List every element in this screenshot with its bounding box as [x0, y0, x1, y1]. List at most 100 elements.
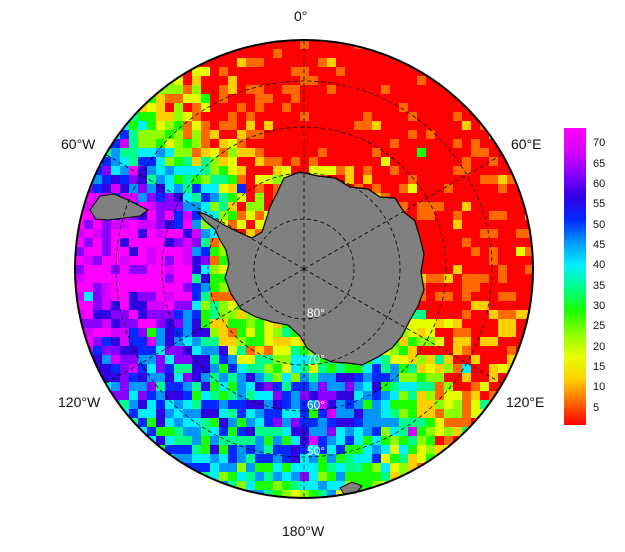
heatmap-cell	[246, 427, 256, 437]
heatmap-cell	[192, 328, 202, 338]
heatmap-cell	[156, 418, 166, 428]
heatmap-cell	[174, 175, 184, 185]
heatmap-cell	[228, 373, 238, 383]
heatmap-cell	[300, 139, 310, 149]
heatmap-cell	[174, 256, 184, 266]
heatmap-cell	[354, 382, 364, 392]
heatmap-cell	[435, 373, 445, 383]
heatmap-cell	[201, 166, 211, 176]
heatmap-cell	[318, 112, 328, 122]
heatmap-cell	[147, 238, 157, 248]
heatmap-cell	[381, 418, 391, 428]
heatmap-cell	[102, 301, 112, 311]
heatmap-cell	[291, 436, 301, 446]
heatmap-cell	[156, 364, 166, 374]
heatmap-cell	[462, 409, 472, 419]
heatmap-cell	[282, 157, 292, 167]
heatmap-cell	[471, 175, 481, 185]
heatmap-cell	[192, 148, 202, 158]
heatmap-cell	[228, 166, 238, 176]
heatmap-cell	[210, 481, 220, 491]
heatmap-cell	[363, 130, 373, 140]
heatmap-cell	[489, 301, 499, 311]
heatmap-cell	[435, 436, 445, 446]
heatmap-cell	[480, 157, 490, 167]
heatmap-cell	[336, 85, 346, 95]
heatmap-cell	[300, 103, 310, 113]
heatmap-cell	[363, 409, 373, 419]
heatmap-cell	[453, 400, 463, 410]
heatmap-cell	[516, 283, 526, 293]
heatmap-cell	[282, 445, 292, 455]
heatmap-cell	[75, 238, 85, 248]
heatmap-cell	[192, 130, 202, 140]
heatmap-cell	[426, 112, 436, 122]
heatmap-cell	[192, 157, 202, 167]
heatmap-cell	[192, 76, 202, 86]
heatmap-cell	[129, 382, 139, 392]
heatmap-cell	[111, 274, 121, 284]
heatmap-cell	[390, 445, 400, 455]
heatmap-cell	[309, 463, 319, 473]
heatmap-cell	[345, 472, 355, 482]
heatmap-cell	[210, 130, 220, 140]
heatmap-cell	[255, 130, 265, 140]
heatmap-cell	[129, 364, 139, 374]
heatmap-cell	[327, 85, 337, 95]
heatmap-cell	[507, 337, 517, 347]
heatmap-cell	[129, 220, 139, 230]
heatmap-cell	[219, 76, 229, 86]
heatmap-cell	[192, 454, 202, 464]
heatmap-cell	[165, 229, 175, 239]
heatmap-cell	[354, 130, 364, 140]
heatmap-cell	[318, 472, 328, 482]
heatmap-cell	[480, 166, 490, 176]
heatmap-cell	[282, 463, 292, 473]
heatmap-cell	[264, 319, 274, 329]
heatmap-cell	[381, 121, 391, 131]
heatmap-cell	[156, 211, 166, 221]
heatmap-cell	[498, 193, 508, 203]
heatmap-cell	[174, 436, 184, 446]
heatmap-cell	[363, 418, 373, 428]
heatmap-cell	[210, 148, 220, 158]
heatmap-cell	[372, 103, 382, 113]
heatmap-cell	[210, 391, 220, 401]
heatmap-cell	[516, 319, 526, 329]
meridian-line	[303, 154, 503, 270]
heatmap-cell	[372, 148, 382, 158]
heatmap-cell	[300, 481, 310, 491]
heatmap-cell	[201, 247, 211, 257]
heatmap-cell	[291, 139, 301, 149]
heatmap-cell	[120, 292, 130, 302]
heatmap-cell	[228, 319, 238, 329]
heatmap-cell	[435, 121, 445, 131]
heatmap-cell	[174, 364, 184, 374]
heatmap-cell	[156, 148, 166, 158]
heatmap-cell	[417, 391, 427, 401]
heatmap-cell	[345, 103, 355, 113]
heatmap-cell	[174, 229, 184, 239]
heatmap-cell	[336, 418, 346, 428]
heatmap-cell	[93, 238, 103, 248]
heatmap-cell	[246, 139, 256, 149]
heatmap-cell	[480, 292, 490, 302]
heatmap-cell	[210, 202, 220, 212]
heatmap-cell	[219, 148, 229, 158]
heatmap-cell	[453, 157, 463, 167]
heatmap-cell	[156, 454, 166, 464]
heatmap-cell	[426, 427, 436, 437]
heatmap-cell	[237, 382, 247, 392]
heatmap-cell	[129, 391, 139, 401]
heatmap-cell	[255, 76, 265, 86]
heatmap-cell	[453, 274, 463, 284]
heatmap-cell	[228, 454, 238, 464]
heatmap-cell	[417, 382, 427, 392]
heatmap-cell	[282, 112, 292, 122]
heatmap-cell	[237, 355, 247, 365]
heatmap-cell	[345, 391, 355, 401]
heatmap-cell	[516, 247, 526, 257]
heatmap-cell	[183, 211, 193, 221]
heatmap-cell	[336, 67, 346, 77]
heatmap-cell	[309, 418, 319, 428]
